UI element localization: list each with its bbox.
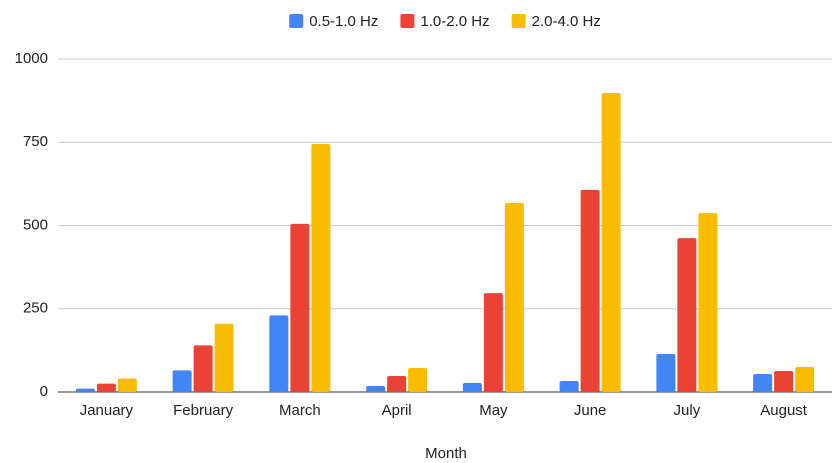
bar (96, 383, 116, 392)
bar (172, 370, 192, 392)
x-tick-label: January (80, 402, 134, 419)
bar (601, 92, 621, 392)
bar (795, 367, 815, 392)
bar (290, 223, 310, 392)
legend-swatch (289, 14, 304, 28)
bar (193, 345, 213, 392)
bar (214, 323, 234, 392)
bar (387, 376, 407, 392)
bar (408, 368, 428, 392)
bar (117, 378, 137, 392)
bar (311, 143, 331, 392)
x-tick-label: August (760, 402, 808, 419)
legend-swatch (511, 14, 526, 28)
bar (269, 315, 289, 392)
x-tick-label: May (479, 402, 508, 419)
y-tick-label: 0 (40, 383, 48, 400)
bar (75, 388, 95, 392)
legend-label: 0.5-1.0 Hz (309, 13, 378, 30)
x-axis-label: Month (425, 445, 467, 462)
bar (656, 354, 676, 392)
bar (677, 238, 697, 392)
y-tick-label: 1000 (15, 50, 48, 67)
bar (559, 381, 579, 392)
bar (462, 383, 482, 392)
x-tick-label: July (674, 402, 701, 419)
bar (774, 371, 794, 392)
legend-swatch (400, 14, 415, 28)
bar (504, 202, 524, 392)
y-tick-label: 500 (23, 216, 48, 233)
x-tick-label: April (382, 402, 412, 419)
bar (753, 374, 773, 392)
legend-label: 1.0-2.0 Hz (420, 13, 489, 30)
x-tick-label: June (574, 402, 607, 419)
legend-label: 2.0-4.0 Hz (532, 13, 601, 30)
bar (580, 189, 600, 392)
bar (698, 213, 718, 392)
bar (483, 293, 503, 392)
bar (366, 386, 386, 392)
y-tick-label: 250 (23, 300, 48, 317)
y-tick-label: 750 (23, 133, 48, 150)
x-tick-label: March (279, 402, 321, 419)
x-tick-label: February (173, 402, 234, 419)
